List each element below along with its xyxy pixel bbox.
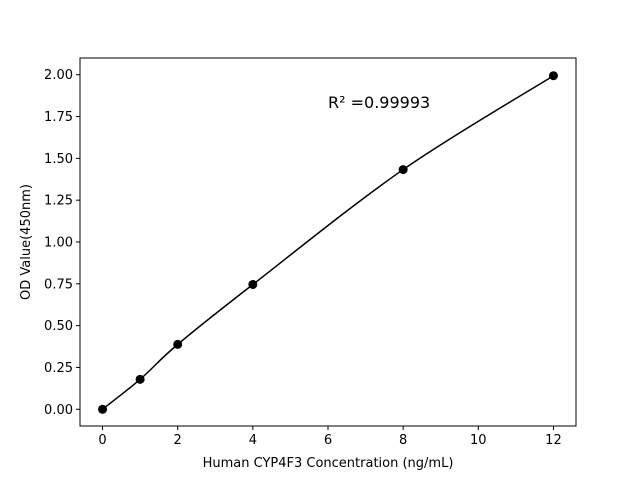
- data-point: [548, 71, 558, 81]
- x-tick-label: 8: [399, 433, 407, 448]
- y-tick-label: 1.25: [44, 194, 73, 209]
- plot-area-frame: [79, 57, 577, 427]
- y-tick-label: 0.75: [44, 277, 73, 292]
- y-tick-label: 2.00: [44, 68, 73, 83]
- y-tick-label: 0.25: [44, 361, 73, 376]
- y-tick-label: 1.75: [44, 110, 73, 125]
- x-tick-label: 0: [98, 433, 106, 448]
- y-axis-ticks: 0.00 0.25 0.50 0.75 1.00 1.25 1.50 1.75 2.00: [44, 68, 80, 418]
- y-axis-label: OD Value(450nm): [19, 184, 34, 300]
- x-tick-label: 4: [249, 433, 257, 448]
- y-tick-label: 0.50: [44, 319, 73, 334]
- y-tick-label: 1.00: [44, 236, 73, 251]
- x-axis-ticks: 0 2 4 6 8 10 12: [98, 426, 562, 448]
- y-tick-label: 0.00: [44, 403, 73, 418]
- data-point: [135, 374, 145, 384]
- x-tick-label: 2: [174, 433, 182, 448]
- x-tick-label: 12: [545, 433, 562, 448]
- x-tick-label: 10: [470, 433, 487, 448]
- data-points: [98, 71, 558, 414]
- x-tick-label: 6: [324, 433, 332, 448]
- data-point: [173, 339, 183, 349]
- data-point: [398, 165, 408, 175]
- r-squared-annotation: R² =0.99993: [328, 93, 430, 112]
- data-point: [248, 279, 258, 289]
- data-point: [98, 404, 108, 414]
- y-tick-label: 1.50: [44, 152, 73, 167]
- x-axis-label: Human CYP4F3 Concentration (ng/mL): [203, 456, 454, 471]
